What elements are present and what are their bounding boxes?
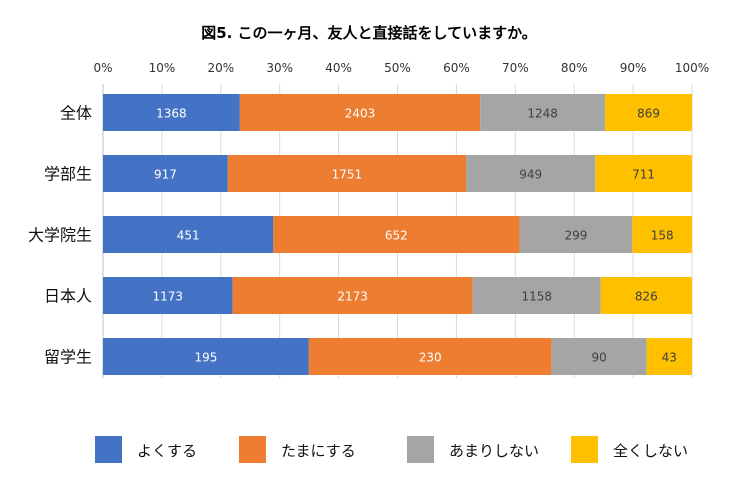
legend-swatch bbox=[571, 436, 598, 463]
data-label: 1368 bbox=[156, 107, 187, 121]
bar-segment bbox=[632, 216, 692, 253]
x-tick-label: 90% bbox=[620, 61, 647, 75]
data-label: 195 bbox=[194, 351, 217, 365]
data-label: 2403 bbox=[345, 107, 376, 121]
legend-swatch bbox=[239, 436, 266, 463]
legend-label: 全くしない bbox=[613, 442, 688, 460]
x-tick-label: 30% bbox=[266, 61, 293, 75]
data-label: 299 bbox=[564, 229, 587, 243]
data-label: 869 bbox=[637, 107, 660, 121]
x-tick-label: 40% bbox=[325, 61, 352, 75]
legend-label: たまにする bbox=[281, 442, 356, 460]
data-label: 1158 bbox=[521, 290, 552, 304]
x-tick-label: 10% bbox=[149, 61, 176, 75]
bar-segment bbox=[227, 155, 467, 192]
data-labels: 1368 2403 1248 869 917 1751 949 711 451 652 299 158… bbox=[153, 107, 677, 365]
data-label: 230 bbox=[419, 351, 442, 365]
bar-segment bbox=[595, 155, 692, 192]
bar-segment bbox=[646, 338, 692, 375]
x-tick-label: 80% bbox=[561, 61, 588, 75]
bar-segment bbox=[472, 277, 601, 314]
legend-label: あまりしない bbox=[449, 442, 539, 460]
legend-swatch bbox=[95, 436, 122, 463]
category-label: 学部生 bbox=[44, 165, 92, 184]
category-label: 留学生 bbox=[44, 348, 92, 367]
bar-segment bbox=[103, 94, 240, 131]
data-label: 1248 bbox=[527, 107, 558, 121]
category-label: 全体 bbox=[60, 104, 92, 123]
bar-segment bbox=[103, 338, 309, 375]
category-label: 日本人 bbox=[44, 287, 92, 306]
bar-segment bbox=[600, 277, 692, 314]
bar-segment bbox=[239, 94, 481, 131]
bar-segment bbox=[605, 94, 692, 131]
bar-segments bbox=[103, 94, 692, 375]
x-tick-label: 60% bbox=[443, 61, 470, 75]
x-tick-label: 70% bbox=[502, 61, 529, 75]
bar-segment bbox=[103, 277, 233, 314]
bar-segment bbox=[103, 216, 274, 253]
data-label: 917 bbox=[154, 168, 177, 182]
data-label: 1751 bbox=[332, 168, 363, 182]
bar-segment bbox=[232, 277, 473, 314]
x-axis-ticks: 0% 10% 20% 30% 40% 50% 60% 70% 80% 90% 100% bbox=[93, 61, 709, 75]
legend-label: よくする bbox=[137, 442, 197, 460]
bar-segment bbox=[273, 216, 520, 253]
x-tick-label: 0% bbox=[93, 61, 112, 75]
x-tick-label: 100% bbox=[675, 61, 709, 75]
data-label: 90 bbox=[591, 351, 606, 365]
data-label: 43 bbox=[662, 351, 677, 365]
bar-segment bbox=[480, 94, 606, 131]
bar-segment bbox=[519, 216, 633, 253]
category-label: 大学院生 bbox=[28, 226, 92, 245]
bar-segment bbox=[308, 338, 552, 375]
x-tick-label: 50% bbox=[384, 61, 411, 75]
chart-title: 図5. この一ヶ月、友人と直接話をしていますか。 bbox=[201, 24, 537, 42]
legend: よくする たまにする あまりしない 全くしない bbox=[95, 436, 688, 463]
data-label: 949 bbox=[519, 168, 542, 182]
data-label: 158 bbox=[651, 229, 674, 243]
data-label: 1173 bbox=[153, 290, 184, 304]
data-label: 826 bbox=[635, 290, 658, 304]
data-label: 711 bbox=[632, 168, 655, 182]
data-label: 2173 bbox=[337, 290, 368, 304]
data-label: 451 bbox=[177, 229, 200, 243]
bar-segment bbox=[466, 155, 596, 192]
bar-segment bbox=[103, 155, 228, 192]
bar-segment bbox=[551, 338, 647, 375]
data-label: 652 bbox=[385, 229, 408, 243]
x-tick-label: 20% bbox=[207, 61, 234, 75]
legend-swatch bbox=[407, 436, 434, 463]
